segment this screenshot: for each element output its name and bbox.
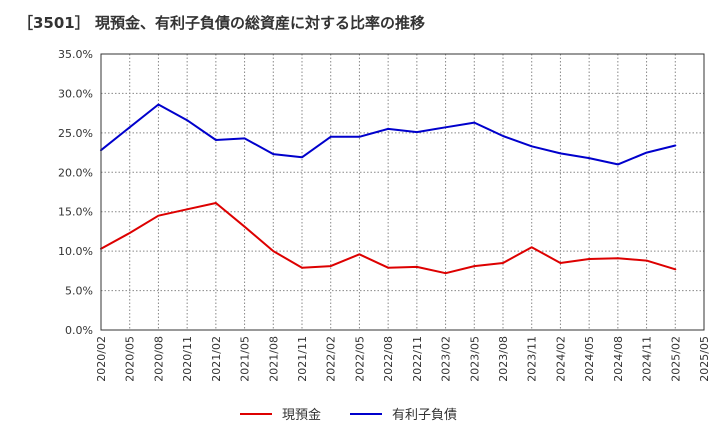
- chart-title: ［3501］ 現預金、有利子負債の総資産に対する比率の推移: [18, 14, 425, 32]
- x-tick-label: 2024/02: [554, 336, 567, 382]
- plot-frame: [100, 53, 705, 331]
- y-tick-label: 35.0%: [58, 48, 93, 61]
- x-tick-label: 2021/08: [267, 336, 280, 382]
- x-tick-label: 2024/11: [641, 336, 654, 382]
- x-tick-label: 2021/02: [210, 336, 223, 382]
- x-tick-label: 2023/11: [526, 336, 539, 382]
- x-tick-label: 2023/05: [468, 336, 481, 382]
- y-tick-label: 10.0%: [58, 245, 93, 258]
- y-tick-label: 25.0%: [58, 127, 93, 140]
- x-tick-label: 2021/05: [239, 336, 252, 382]
- legend-label-1: 有利子負債: [392, 408, 457, 423]
- x-axis-ticks: 2020/02 2020/05 2020/08 2020/11 2021/02 2021/…: [95, 336, 711, 382]
- x-tick-label: 2023/02: [440, 336, 453, 382]
- series-line-1: [100, 103, 677, 166]
- x-tick-label: 2024/08: [612, 336, 625, 382]
- y-tick-label: 15.0%: [58, 206, 93, 219]
- y-tick-label: 30.0%: [58, 87, 93, 100]
- plot-area: [101, 54, 704, 330]
- x-tick-label: 2022/02: [325, 336, 338, 382]
- x-tick-label: 2021/11: [296, 336, 309, 382]
- x-tick-label: 2020/11: [181, 336, 194, 382]
- x-tick-label: 2022/11: [411, 336, 424, 382]
- x-tick-label: 2023/08: [497, 336, 510, 382]
- x-tick-label: 2020/08: [152, 336, 165, 382]
- legend-label-0: 現預金: [282, 407, 321, 423]
- x-tick-label: 2022/05: [353, 336, 366, 382]
- legend: 現預金 有利子負債: [240, 407, 457, 423]
- x-tick-label: 2024/05: [583, 336, 596, 382]
- y-axis-ticks: 0.0% 5.0% 10.0% 15.0% 20.0% 25.0% 30.0% 35.0%: [58, 48, 93, 337]
- y-tick-label: 20.0%: [58, 166, 93, 179]
- grid-lines: [101, 54, 704, 330]
- series-line-0: [100, 202, 677, 275]
- x-tick-label: 2020/05: [124, 336, 137, 382]
- y-tick-label: 5.0%: [65, 285, 93, 298]
- x-tick-label: 2025/05: [698, 336, 711, 382]
- series-lines: [100, 103, 677, 275]
- x-tick-label: 2025/02: [669, 336, 682, 382]
- x-tick-label: 2020/02: [95, 336, 108, 382]
- y-tick-label: 0.0%: [65, 324, 93, 337]
- x-tick-label: 2022/08: [382, 336, 395, 382]
